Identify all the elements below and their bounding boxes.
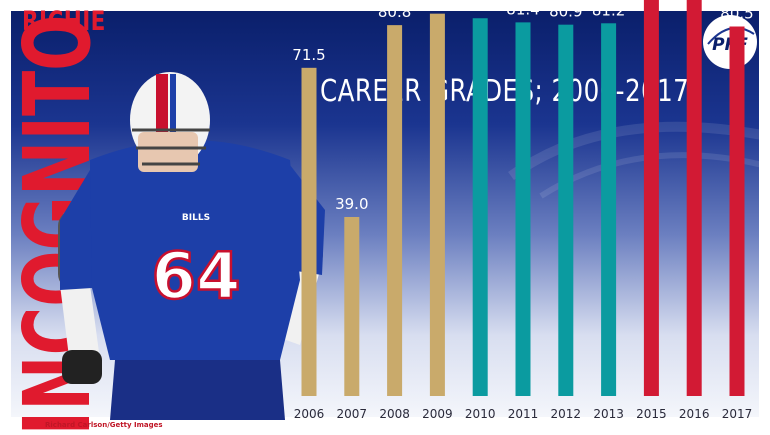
- value-label-2017: 80.5: [720, 5, 753, 23]
- bar-2016: [686, 0, 702, 396]
- bar-2009: [429, 13, 445, 396]
- value-label-2006: 71.5: [292, 46, 325, 64]
- category-label-2016: 2016: [679, 407, 710, 421]
- bar-2015: [643, 0, 659, 396]
- category-label-2013: 2013: [593, 407, 624, 421]
- value-label-2010: 82.3: [463, 0, 496, 14]
- player-photo: 64 BILLS: [58, 72, 325, 420]
- bar-2010: [472, 18, 488, 396]
- category-label-2012: 2012: [551, 407, 582, 421]
- jersey-team-text: BILLS: [182, 213, 210, 223]
- category-label-2009: 2009: [422, 407, 453, 421]
- chart-title: CAREER GRADES; 2006-2017: [320, 74, 690, 109]
- bar-2008: [387, 25, 403, 397]
- jersey-number: 64: [151, 240, 240, 314]
- category-label-2006: 2006: [294, 407, 325, 421]
- value-label-2007: 39.0: [335, 195, 368, 213]
- bar-2006: [301, 67, 317, 396]
- photo-credit: Richard Carlson/Getty Images: [45, 421, 163, 429]
- bar-2012: [558, 24, 574, 396]
- category-label-2008: 2008: [379, 407, 410, 421]
- category-label-2011: 2011: [508, 407, 539, 421]
- bar-2011: [515, 22, 531, 397]
- bar-2017: [729, 26, 745, 396]
- value-label-2009: 83.3: [421, 0, 454, 10]
- value-label-2008: 80.8: [378, 3, 411, 21]
- category-label-2015: 2015: [636, 407, 667, 421]
- bar-2013: [601, 23, 617, 397]
- category-label-2010: 2010: [465, 407, 496, 421]
- player-first-name: RICHIE: [22, 6, 106, 37]
- category-label-2017: 2017: [722, 407, 753, 421]
- bar-2007: [344, 216, 360, 396]
- helmet: [130, 72, 210, 172]
- category-label-2007: 2007: [337, 407, 368, 421]
- value-label-2012: 80.9: [549, 3, 582, 21]
- value-label-2011: 81.4: [506, 0, 539, 18]
- value-label-2013: 81.2: [592, 1, 625, 19]
